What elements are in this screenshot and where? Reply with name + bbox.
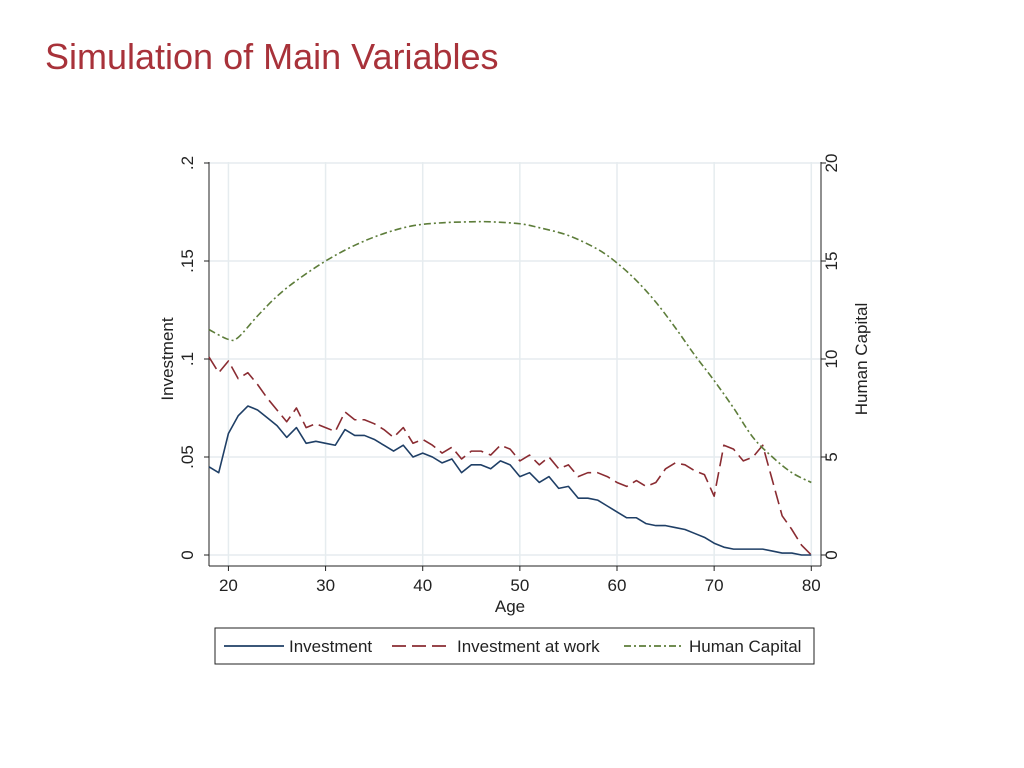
y-right-tick-label: 20 bbox=[822, 154, 841, 173]
axis-labels: Age Investment Human Capital bbox=[158, 303, 871, 616]
series-line-investment bbox=[208, 405, 812, 556]
y-left-tick-label: .15 bbox=[178, 249, 197, 273]
y-right-axis-title: Human Capital bbox=[852, 303, 871, 415]
y-right-tick-label: 0 bbox=[822, 550, 841, 559]
y-right-tick-label: 5 bbox=[822, 452, 841, 461]
axes: 0 .05 .1 .15 .2 0 5 10 15 20 20 30 40 50 60 70 80 bbox=[178, 154, 841, 595]
series-line-investment-at-work bbox=[208, 356, 812, 556]
y-left-tick-label: .05 bbox=[178, 445, 197, 469]
x-tick-label: 50 bbox=[510, 576, 529, 595]
y-right-tick-label: 15 bbox=[822, 252, 841, 271]
legend-label: Investment at work bbox=[457, 637, 600, 656]
plot-area bbox=[209, 162, 821, 566]
y-right-tick-label: 10 bbox=[822, 350, 841, 369]
y-left-axis-title: Investment bbox=[158, 317, 177, 400]
x-tick-label: 30 bbox=[316, 576, 335, 595]
x-axis-title: Age bbox=[495, 597, 525, 616]
series-lines bbox=[208, 220, 812, 556]
grid bbox=[209, 162, 821, 566]
series-line-human-capital bbox=[208, 220, 812, 484]
x-tick-label: 80 bbox=[802, 576, 821, 595]
legend: Investment Investment at work Human Capita… bbox=[214, 627, 815, 665]
x-tick-label: 20 bbox=[219, 576, 238, 595]
legend-box bbox=[214, 627, 815, 665]
x-tick-label: 40 bbox=[413, 576, 432, 595]
x-tick-label: 70 bbox=[705, 576, 724, 595]
legend-label: Human Capital bbox=[689, 637, 801, 656]
y-left-tick-label: 0 bbox=[178, 550, 197, 559]
y-left-tick-label: .2 bbox=[178, 156, 197, 170]
x-tick-label: 60 bbox=[608, 576, 627, 595]
slide-title: Simulation of Main Variables bbox=[45, 36, 499, 77]
legend-label: Investment bbox=[289, 637, 372, 656]
y-left-tick-label: .1 bbox=[178, 352, 197, 366]
